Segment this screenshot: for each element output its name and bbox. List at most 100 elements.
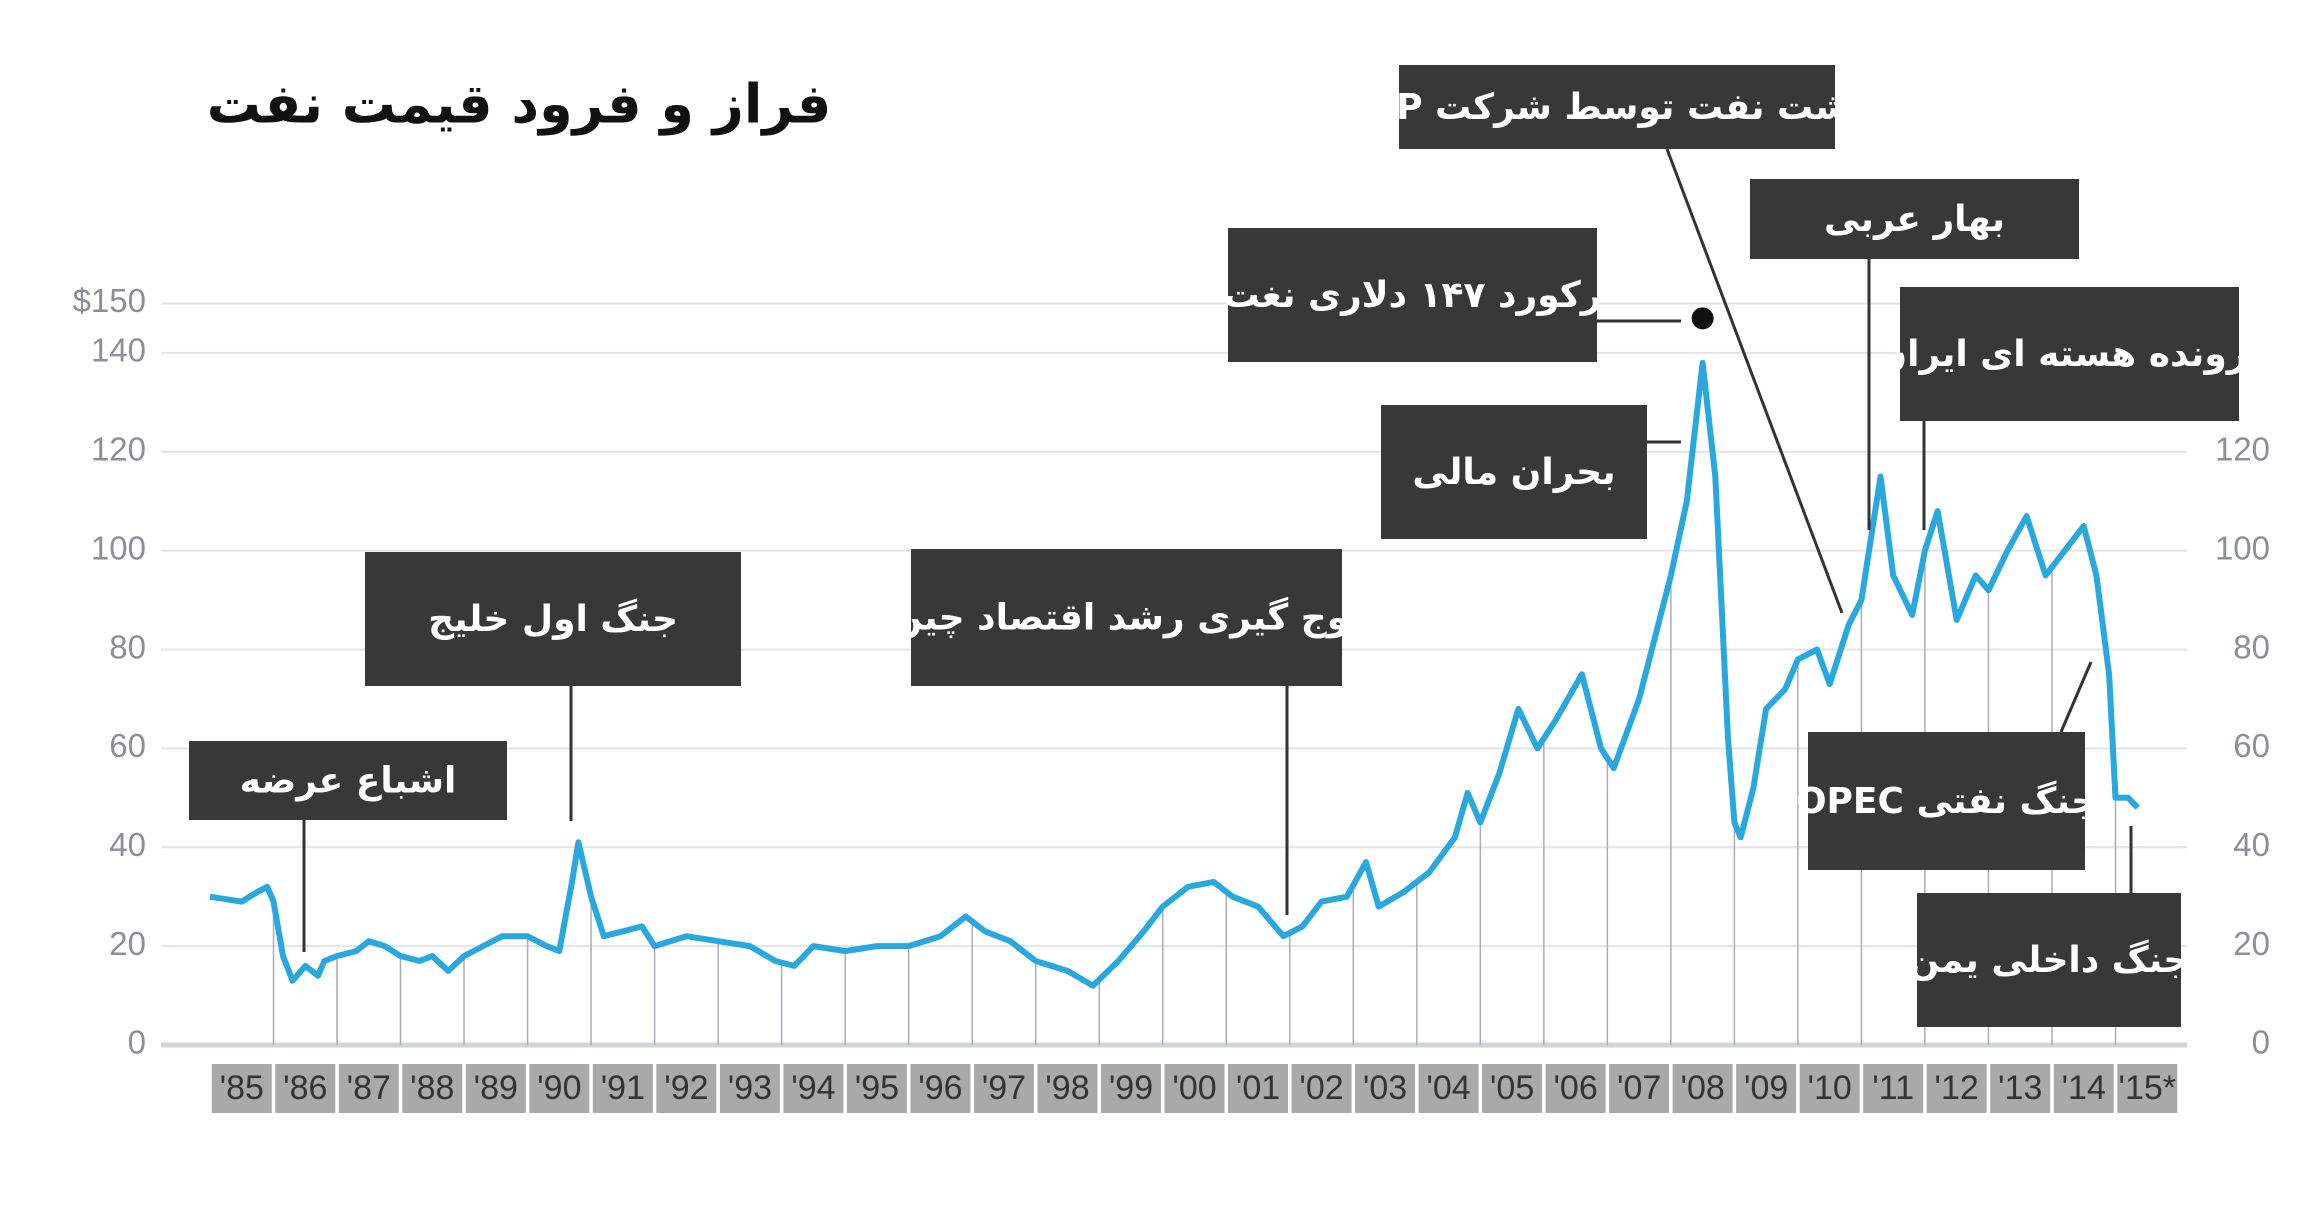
year-box <box>656 1064 717 1113</box>
x-tick-label: '91 <box>601 1069 645 1107</box>
year-box <box>1355 1064 1416 1113</box>
x-tick-label: '07 <box>1617 1069 1661 1107</box>
annotation-label: بحران مالی <box>1412 452 1615 493</box>
year-box <box>1863 1064 1924 1113</box>
annotation-box <box>1381 405 1647 539</box>
y-tick-label: 0 <box>128 1024 146 1061</box>
annotation-box <box>1228 228 1597 362</box>
y-tick-label: $150 <box>73 282 146 319</box>
x-tick-label: '90 <box>537 1069 581 1107</box>
year-box <box>910 1064 971 1113</box>
x-tick-label: '05 <box>1490 1069 1534 1107</box>
year-box <box>1164 1064 1225 1113</box>
y2-tick-label: 120 <box>2215 431 2270 468</box>
annotation-box <box>1750 179 2079 259</box>
year-box <box>846 1064 907 1113</box>
annotation-box <box>365 552 741 686</box>
year-box <box>1609 1064 1670 1113</box>
x-tick-label: '89 <box>474 1069 518 1107</box>
y-tick-label: 100 <box>91 529 146 566</box>
leader-lines <box>302 148 2133 952</box>
annotation-label: اشباع عرضه <box>240 761 457 802</box>
y2-tick-label: 20 <box>2233 925 2270 962</box>
year-box <box>592 1064 653 1113</box>
year-box <box>973 1064 1034 1113</box>
annotation-label: پرونده هسته ای ایران <box>1876 334 2262 375</box>
year-box <box>1545 1064 1606 1113</box>
year-box <box>529 1064 590 1113</box>
year-box <box>1228 1064 1289 1113</box>
year-box <box>465 1064 526 1113</box>
y2-tick-label: 80 <box>2233 628 2270 665</box>
annotation-label: جنگ اول خلیج <box>428 598 678 640</box>
x-tick-label: '99 <box>1109 1069 1153 1107</box>
year-box <box>1482 1064 1543 1113</box>
annotation-label: نشت نفت توسط شرکت BP <box>1369 87 1866 128</box>
year-box <box>1799 1064 1860 1113</box>
annotation-label: جنگ داخلی یمن <box>1909 939 2190 981</box>
year-box <box>275 1064 336 1113</box>
year-box <box>338 1064 399 1113</box>
year-box <box>1291 1064 1352 1113</box>
leader <box>1665 148 1844 614</box>
annotation-box <box>1917 893 2181 1027</box>
y-tick-label: 40 <box>109 826 146 863</box>
x-tick-label: '06 <box>1553 1069 1597 1107</box>
year-box <box>719 1064 780 1113</box>
year-box <box>1418 1064 1479 1113</box>
x-tick-label: '88 <box>410 1069 454 1107</box>
annotation-label: جنگ نفتی OPEC <box>1796 780 2097 822</box>
x-tick-label: '92 <box>664 1069 708 1107</box>
year-box <box>1672 1064 1733 1113</box>
x-tick-label: '13 <box>1998 1069 2042 1107</box>
annotation-box <box>1808 732 2085 870</box>
x-tick-label: '86 <box>283 1069 327 1107</box>
y-tick-label: 20 <box>109 925 146 962</box>
x-tick-label: '09 <box>1744 1069 1788 1107</box>
year-box <box>1100 1064 1161 1113</box>
y-tick-label: 60 <box>109 727 146 764</box>
x-tick-label: '03 <box>1363 1069 1407 1107</box>
x-tick-label: '10 <box>1808 1069 1852 1107</box>
y2-tick-label: 60 <box>2233 727 2270 764</box>
year-box <box>1037 1064 1098 1113</box>
year-box <box>2117 1064 2178 1113</box>
x-tick-label: '01 <box>1236 1069 1280 1107</box>
x-tick-label: '94 <box>791 1069 835 1107</box>
annotation-label: اوج گیری رشد اقتصاد چین <box>892 597 1362 639</box>
x-tick-label: '14 <box>2062 1069 2106 1107</box>
annotation-label: بهار عربی <box>1824 199 2005 240</box>
price-line <box>209 359 2140 989</box>
year-box <box>1736 1064 1797 1113</box>
x-tick-label: '87 <box>347 1069 391 1107</box>
x-tick-label: '96 <box>918 1069 962 1107</box>
year-box <box>1990 1064 2051 1113</box>
x-tick-label: '98 <box>1045 1069 1089 1107</box>
x-tick-label: '04 <box>1426 1069 1470 1107</box>
year-box <box>402 1064 463 1113</box>
y-tick-label: 80 <box>109 628 146 665</box>
x-tick-label: '95 <box>855 1069 899 1107</box>
year-box <box>783 1064 844 1113</box>
chart-title: فراز و فرود قیمت نفت <box>207 73 832 136</box>
x-tick-label: '02 <box>1299 1069 1343 1107</box>
x-tick-label: '08 <box>1680 1069 1724 1107</box>
year-box <box>2053 1064 2114 1113</box>
y-tick-label: 140 <box>91 332 146 369</box>
x-tick-label: '93 <box>728 1069 772 1107</box>
y2-tick-label: 100 <box>2215 529 2270 566</box>
annotation-box <box>911 549 1342 686</box>
x-tick-label: '15* <box>2118 1069 2176 1107</box>
y2-tick-label: 0 <box>2252 1024 2270 1061</box>
x-tick-label: '12 <box>1935 1069 1979 1107</box>
x-tick-label: '85 <box>220 1069 264 1107</box>
y-tick-label: 120 <box>91 431 146 468</box>
annotation-box <box>189 741 507 820</box>
year-box <box>1926 1064 1987 1113</box>
y2-tick-label: 40 <box>2233 826 2270 863</box>
annotation-box <box>1399 65 1835 149</box>
annotation-box <box>1900 287 2239 421</box>
leader <box>2059 661 2093 733</box>
x-tick-label: '11 <box>1872 1069 1914 1107</box>
